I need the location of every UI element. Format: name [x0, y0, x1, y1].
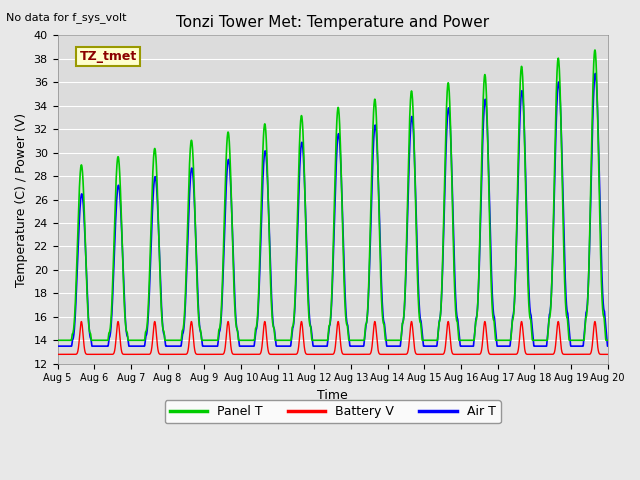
Y-axis label: Temperature (C) / Power (V): Temperature (C) / Power (V) — [15, 112, 28, 287]
Title: Tonzi Tower Met: Temperature and Power: Tonzi Tower Met: Temperature and Power — [176, 15, 489, 30]
Text: TZ_tmet: TZ_tmet — [79, 50, 137, 63]
Text: No data for f_sys_volt: No data for f_sys_volt — [6, 12, 127, 23]
Legend: Panel T, Battery V, Air T: Panel T, Battery V, Air T — [164, 400, 500, 423]
X-axis label: Time: Time — [317, 389, 348, 402]
